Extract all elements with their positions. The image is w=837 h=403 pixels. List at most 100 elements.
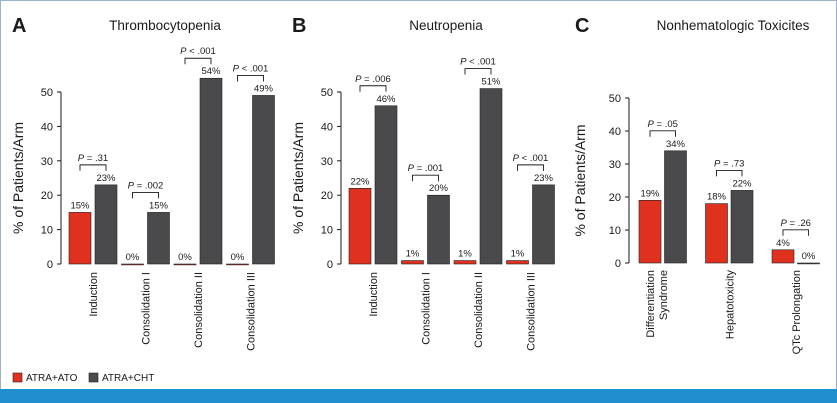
y-axis-label: % of Patients/Arm <box>10 122 26 234</box>
category-label: Induction <box>88 272 100 317</box>
bar-atra-cht <box>730 190 754 264</box>
legend-label-atra-cht: ATRA+CHT <box>102 373 154 384</box>
data-label: 22% <box>350 176 370 187</box>
legend-label-atra-ato: ATRA+ATO <box>26 373 78 384</box>
y-tick-label: 20 <box>609 192 621 204</box>
data-label: 34% <box>666 139 686 150</box>
bar-atra-ato <box>771 249 795 264</box>
y-tick-label: 40 <box>41 121 53 133</box>
data-label: 22% <box>732 178 752 189</box>
data-label: 20% <box>429 183 449 194</box>
y-axis-label: % of Patients/Arm <box>290 122 306 234</box>
bottom-accent-bar <box>0 389 837 403</box>
panel-c: C Nonhematologic Toxicites % of Patients/A… <box>572 15 820 354</box>
bar-atra-cht <box>427 194 450 265</box>
y-tick-label: 0 <box>615 258 621 270</box>
y-tick-label: 10 <box>609 225 621 237</box>
p-value-label: P = .05 <box>648 119 678 130</box>
data-label: 49% <box>254 83 274 94</box>
bar-atra-cht <box>479 88 503 265</box>
y-tick-label: 10 <box>41 225 53 237</box>
panel-b: B Neutropenia % of Patients/Arm 0 10 20 30 40 50… <box>290 15 555 351</box>
legend: ATRA+ATO ATRA+CHT <box>12 372 154 384</box>
y-tick-label: 50 <box>41 87 53 99</box>
bar-atra-cht <box>374 105 398 265</box>
p-value-bracket <box>132 191 159 199</box>
bar-atra-ato <box>506 260 529 265</box>
data-label: 23% <box>534 173 554 184</box>
bar-atra-ato <box>121 263 144 266</box>
category-label: DifferentiationSyndrome <box>645 270 670 338</box>
p-value-label: P = .001 <box>408 163 444 174</box>
category-label: Consolidation II <box>193 272 205 348</box>
data-label: 0% <box>178 252 192 263</box>
p-value-label: P < .001 <box>233 63 269 74</box>
bar-atra-ato <box>453 260 477 265</box>
p-value-label: P < .001 <box>180 46 216 57</box>
data-label: 1% <box>511 249 525 260</box>
y-tick-label: 30 <box>41 156 53 168</box>
y-axis-label: % of Patients/Arm <box>572 124 588 236</box>
data-label: 18% <box>707 192 727 203</box>
p-value-label: P < .001 <box>513 153 549 164</box>
data-label: 54% <box>201 66 221 77</box>
p-value-bracket <box>517 164 544 171</box>
p-value-label: P = .002 <box>128 180 164 191</box>
bar-atra-cht <box>797 262 820 265</box>
bar-atra-ato <box>173 263 197 266</box>
p-value-bracket <box>782 229 809 236</box>
data-label: 1% <box>458 249 472 260</box>
bar-atra-ato <box>705 203 728 264</box>
data-label: 4% <box>776 238 790 249</box>
bar-atra-ato <box>401 260 424 265</box>
p-value-label: P = .31 <box>78 153 108 164</box>
p-value-bracket <box>237 74 264 82</box>
bar-group: 4% 0% P = .26 QTc Prolongation <box>771 218 820 354</box>
bar-group: 19% 34% P = .05 DifferentiationSyndrome <box>638 119 687 338</box>
category-label: Induction <box>368 272 380 317</box>
data-label: 19% <box>640 188 660 199</box>
category-label: QTc Prolongation <box>791 270 803 354</box>
y-tick-label: 30 <box>321 156 333 168</box>
data-label: 23% <box>96 173 116 184</box>
bar-group: 15% 23% P = .31 Induction <box>68 153 118 317</box>
chart-panels: A Thrombocytopenia % of Patients/Arm 0 10 20 3… <box>10 15 820 354</box>
bar-atra-cht <box>199 77 223 265</box>
bar-atra-cht <box>94 184 118 265</box>
panel-letter: A <box>12 15 26 37</box>
category-label: Consolidation III <box>526 272 538 351</box>
bar-group: 18% 22% P = .73 Hepatotoxicity <box>705 158 754 340</box>
p-value-bracket <box>649 130 676 137</box>
bar-atra-cht <box>532 184 555 265</box>
p-value-label: P = .006 <box>355 74 391 85</box>
bar-atra-ato <box>68 212 92 265</box>
y-tick-label: 10 <box>321 225 333 237</box>
data-label: 0% <box>231 252 245 263</box>
bar-atra-cht <box>147 212 170 265</box>
panel-title: Nonhematologic Toxicites <box>657 18 810 33</box>
p-value-bracket <box>359 85 387 92</box>
bar-atra-cht <box>252 95 275 265</box>
category-label: Hepatotoxicity <box>724 270 736 340</box>
y-tick-label: 40 <box>321 121 333 133</box>
panel-title: Neutropenia <box>409 18 483 33</box>
bar-atra-ato <box>226 263 249 266</box>
data-label: 51% <box>481 77 501 88</box>
bar-group: 0% 15% P = .002 Consolidation I <box>121 180 170 345</box>
data-label: 0% <box>126 252 140 263</box>
y-tick-label: 20 <box>321 190 333 202</box>
bar-atra-ato <box>348 188 372 265</box>
p-value-label: P = .73 <box>714 158 744 169</box>
data-label: 15% <box>70 200 90 211</box>
panel-letter: C <box>575 15 589 37</box>
y-tick-label: 50 <box>609 93 621 105</box>
category-label: Consolidation I <box>141 272 153 345</box>
bar-group: 1% 20% P = .001 Consolidation I <box>401 163 450 345</box>
p-value-bracket <box>464 68 492 75</box>
category-label: Consolidation II <box>473 272 485 348</box>
panel-letter: B <box>292 15 306 37</box>
bar-atra-ato <box>638 200 662 264</box>
bar-group: 1% 23% P < .001 Consolidation III <box>506 153 555 351</box>
p-value-label: P < .001 <box>460 57 496 68</box>
panel-a: A Thrombocytopenia % of Patients/Arm 0 10 20 3… <box>10 15 275 351</box>
